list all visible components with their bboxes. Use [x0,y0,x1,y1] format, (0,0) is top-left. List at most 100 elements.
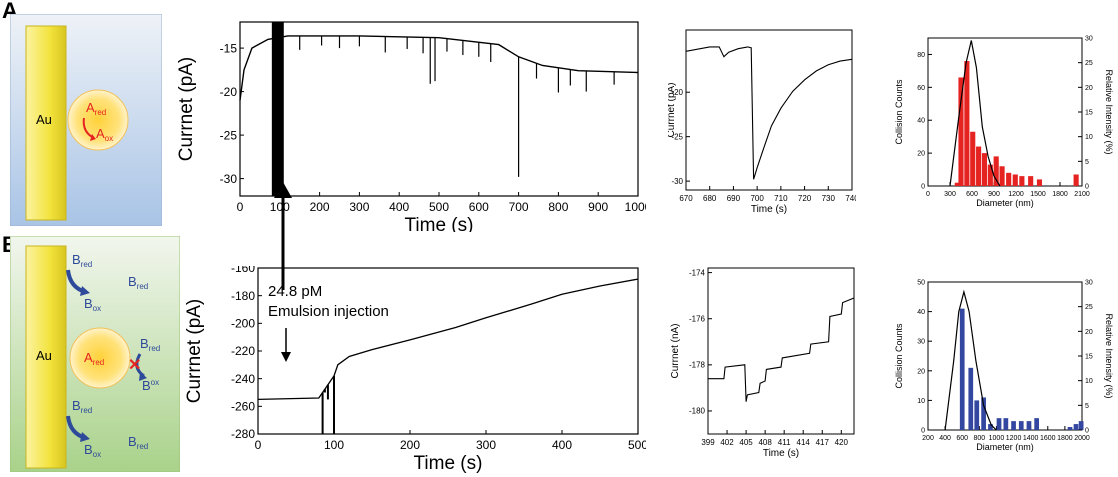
histogram-bar [1028,176,1034,186]
electrode-label-a: Au [36,112,52,127]
y2-tick-label: 5 [1085,403,1089,410]
x-tick-label: 408 [758,438,772,447]
svg-text:Bred: Bred [72,252,92,269]
x-tick-label: 1000 [625,200,646,214]
y2-tick-label: 20 [1085,85,1093,92]
y2-tick-label: 25 [1085,60,1093,67]
y-tick-label: -30 [220,172,238,186]
x-tick-label: 700 [509,200,529,214]
y2-tick-label: 5 [1085,159,1089,166]
x-axis-label: Time (s) [414,453,483,474]
y-tick-label: -178 [689,361,706,370]
histogram-bar [959,308,965,430]
histogram-bar [1019,176,1025,186]
x-tick-label: 900 [988,191,1000,198]
y-tick-label: -30 [671,177,683,186]
histogram-bar [1078,421,1084,430]
electrode-label-b: Au [36,348,52,363]
top-diameter-histogram: 0 300 600 900 1200 1500 1800 2100020406080Diame… [894,36,1114,209]
x-tick-label: 0 [255,438,262,452]
y-tick-label: 10 [917,398,925,405]
x-axis-label: Diameter (nm) [976,198,1034,208]
y-tick-label: -220 [231,344,255,358]
histogram-bar [974,400,980,430]
x-tick-label: 402 [720,438,734,447]
x-tick-label: 800 [973,435,985,442]
gold-electrode-b [25,245,67,469]
histogram-bar [1034,418,1040,430]
x-tick-label: 600 [966,191,978,198]
y2-tick-label: 15 [1085,110,1093,117]
x-tick-label: 411 [778,438,791,447]
y-tick-label: -20 [220,85,238,99]
zoom-trace [708,297,855,402]
y-tick-label: -180 [231,289,255,303]
histogram-bar [1018,421,1024,430]
y-axis-label: Collision Counts [894,323,904,389]
x-tick-label: 720 [798,194,812,203]
x-tick-label: 1200 [1008,191,1024,198]
svg-text:Ared: Ared [84,350,104,367]
x-tick-label: 417 [816,438,830,447]
schematic-panel-b: Au Bred Box Bred Ared Bred ✕ Box Bred Bo… [10,236,180,472]
x-tick-label: 730 [822,194,836,203]
plot-frame [927,281,1083,431]
x-tick-label: 600 [956,435,968,442]
svg-text:Bred: Bred [128,274,148,291]
y-tick-label: 20 [917,151,925,158]
y-axis-label: Collision Counts [894,79,904,145]
y-tick-label: -280 [231,427,255,441]
x-tick-label: 1800 [1052,191,1068,198]
histogram-bar [987,164,993,186]
svg-text:Box: Box [142,378,159,393]
y-tick-label: 30 [917,339,925,346]
x-tick-label: 400 [552,438,572,452]
bottom-diameter-histogram: 200 400 600 800 1000 1200 1400 1600 1800 20000102… [894,279,1114,452]
x-tick-label: 400 [389,200,409,214]
histogram-bar [981,397,986,430]
x-tick-label: 300 [944,191,956,198]
x-tick-label: 2000 [1074,435,1090,442]
x-tick-label: 670 [679,194,693,203]
svg-text:Box: Box [84,442,101,459]
x-tick-label: 0 [237,200,244,214]
y2-tick-label: 20 [1085,329,1093,336]
histogram-bar [1073,424,1079,430]
emulsion-droplet-b [69,327,131,389]
x-tick-label: 680 [703,194,717,203]
y2-tick-label: 0 [1085,184,1089,191]
y-axis-label: Currnet (nA) [670,323,681,378]
histogram-bar [968,367,974,430]
injection-label: Emulsion injection [268,303,389,320]
injection-noise-band [271,22,284,196]
gold-electrode-a [25,25,67,221]
histogram-bar [1006,172,1012,186]
x-axis-label: Time (s) [763,448,799,459]
y-tick-label: 40 [917,309,925,316]
species-a-red: Ared [86,100,106,117]
x-tick-label: 100 [270,200,290,214]
y2-tick-label: 10 [1085,134,1093,141]
histogram-bar [1026,421,1032,430]
histogram-bar [1011,421,1016,430]
y2-tick-label: 15 [1085,354,1093,361]
baseline-trace [239,35,639,101]
schematic-panel-a: Au Ared Aox [10,14,162,226]
y2-tick-label: 30 [1085,36,1093,43]
x-tick-label: 690 [727,194,741,203]
blocked-mark: ✕ [128,357,141,374]
injection-arrow-small [281,328,291,362]
x-tick-label: 500 [429,200,449,214]
injection-annotation: 24.8 pM Emulsion injection [268,282,389,322]
histogram-bar [958,77,964,186]
x-tick-label: 900 [588,200,608,214]
y-tick-label: 50 [917,279,925,286]
x-tick-label: 710 [774,194,788,203]
y-tick-label: -25 [220,128,238,142]
x-tick-label: 500 [628,438,646,452]
x-tick-label: 1400 [1023,435,1039,442]
y-tick-label: -200 [231,317,255,331]
y-tick-label: 80 [917,52,925,59]
baseline-trace [257,278,639,401]
y-tick-label: 0 [921,427,925,434]
